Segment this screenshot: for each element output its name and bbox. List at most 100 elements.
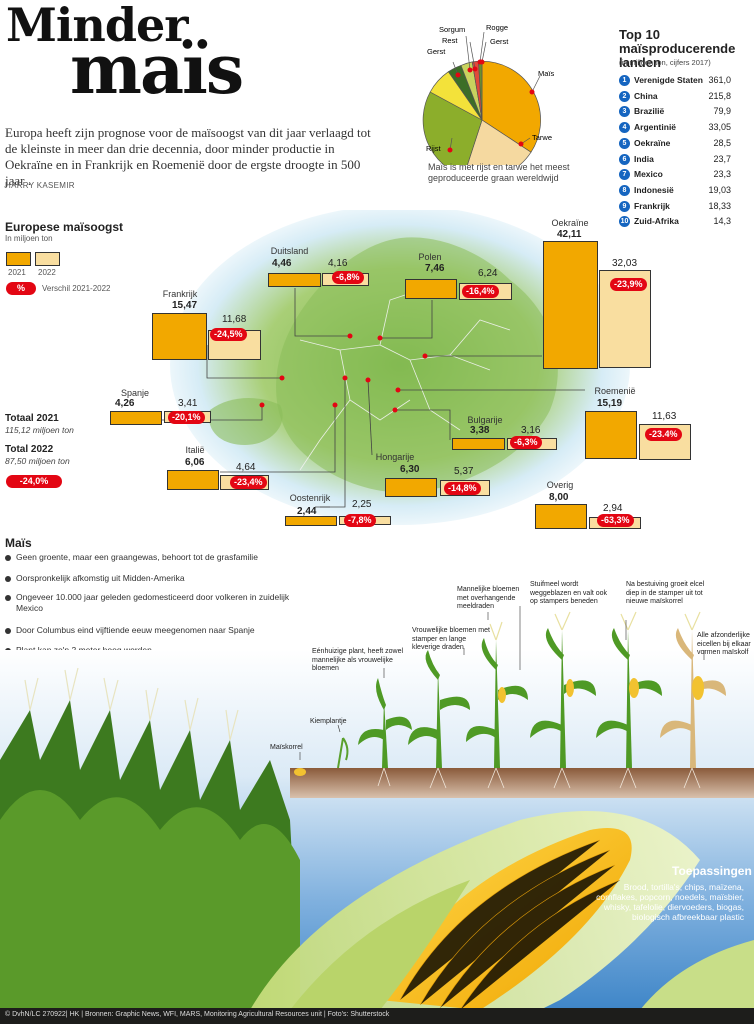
value-2022: 2,25 — [352, 499, 372, 510]
value-2021: 7,46 — [425, 263, 445, 274]
value-2022: 3,41 — [178, 398, 198, 409]
pie-slice-rijst — [422, 91, 483, 165]
bullet-icon — [5, 594, 11, 601]
growth-stage-illustration — [0, 606, 754, 1010]
legend-2021-label: 2021 — [8, 268, 26, 277]
mais-title: Maïs — [5, 536, 32, 550]
pct-change-badge: -6,8% — [332, 271, 364, 284]
title-line1: Minder — [6, 0, 189, 52]
value-2021: 4,46 — [272, 258, 292, 269]
bar-2021 — [167, 470, 219, 490]
bar-2021 — [285, 516, 337, 526]
value-2022: 3,16 — [521, 425, 541, 436]
fact-text: Door Columbus eind vijftiende eeuw meege… — [16, 625, 255, 635]
country-name: Roemenië — [594, 386, 636, 396]
country-name: Oekraïne — [551, 218, 589, 228]
author: HARRY KASEMIR — [5, 181, 75, 190]
footer-bar — [0, 1008, 754, 1024]
value-2022: 4,64 — [236, 462, 256, 473]
value-2022: 5,37 — [454, 466, 474, 477]
value-2022: 6,24 — [478, 268, 498, 279]
country-name: Zuid-Afrika — [634, 216, 679, 227]
value-2021: 6,30 — [400, 464, 420, 475]
mais-fact: Ongeveer 10.000 jaar geleden gedomestice… — [5, 592, 305, 614]
total-2021-value: 115,12 miljoen ton — [5, 425, 74, 435]
intro-text: Europa heeft zijn prognose voor de maïso… — [5, 125, 371, 188]
top10-row: 4 Argentinië 33,05 — [619, 121, 731, 136]
production-value: 33,05 — [708, 122, 731, 133]
bar-2021 — [543, 241, 598, 369]
pie-label-rijst: Rijst — [426, 144, 441, 153]
country-name: Oekraïne — [634, 137, 671, 148]
country-name: Brazilië — [634, 106, 665, 117]
bar-2021 — [152, 313, 207, 360]
country-name: Argentinië — [634, 122, 677, 133]
country-name: Spanje — [120, 388, 150, 398]
fact-text: Ongeveer 10.000 jaar geleden gedomestice… — [16, 592, 290, 613]
country-name: Oostenrijk — [289, 493, 331, 503]
footer-credits: © DvhN/LC 270922| HK | Bronnen: Graphic … — [5, 1011, 390, 1018]
label-stuifmeel: Stuifmeel wordt weggeblazen en valt ook … — [530, 581, 608, 605]
value-2021: 15,19 — [597, 398, 623, 409]
production-value: 79,9 — [713, 106, 731, 117]
country-name: India — [634, 153, 654, 164]
pie-label-gerst2: Gerst — [490, 37, 509, 46]
pct-change-badge: -16,4% — [462, 285, 499, 298]
top10-row: 10 Zuid-Afrika 14,3 — [619, 215, 731, 230]
rank-badge: 1 — [619, 75, 630, 86]
country-name: Duitsland — [270, 246, 309, 256]
top10-row: 2 China 215,8 — [619, 90, 731, 105]
label-kiemplantje: Kiemplantje — [310, 718, 347, 725]
pie-slice-tarwe — [467, 119, 532, 165]
bar-2021 — [110, 411, 162, 425]
bar-2021 — [535, 504, 587, 529]
production-value: 18,33 — [708, 200, 731, 211]
mais-fact: Geen groente, maar een graangewas, behoo… — [5, 552, 305, 563]
label-mannelijk: Mannelijke bloemen met overhangende meel… — [457, 586, 520, 610]
value-2022: 11,63 — [652, 411, 677, 422]
total-2022-value: 87,50 miljoen ton — [5, 456, 70, 466]
bar-2021 — [385, 478, 437, 497]
country-name: Bulgarije — [467, 415, 503, 425]
label-eenhuizig: Eénhuizige plant, heeft zowel mannelijke… — [312, 648, 404, 672]
top10-row: 1 Verenigde Staten 361,0 — [619, 74, 731, 89]
pct-change-badge: -63,3% — [597, 514, 634, 527]
rank-badge: 5 — [619, 137, 630, 149]
country-name: Frankrijk — [634, 200, 670, 211]
country-name: China — [634, 90, 658, 101]
country-name: Indonesië — [634, 184, 674, 195]
mais-fact: Oorspronkelijk afkomstig uit Midden-Amer… — [5, 573, 305, 584]
pct-change-badge: -14,8% — [444, 482, 481, 495]
pct-change-badge: -20,1% — [168, 411, 205, 424]
top10-row: 9 Frankrijk 18,33 — [619, 200, 731, 215]
production-value: 361,0 — [708, 75, 731, 85]
value-2022: 2,94 — [603, 503, 623, 514]
fact-text: Geen groente, maar een graangewas, behoo… — [16, 552, 258, 562]
legend-2022-label: 2022 — [38, 268, 56, 277]
value-2021: 15,47 — [172, 300, 198, 311]
production-value: 215,8 — [708, 90, 731, 101]
value-2021: 6,06 — [185, 457, 205, 468]
bar-2021 — [452, 438, 505, 450]
value-2021: 3,38 — [470, 425, 490, 436]
label-afzonderlijke: Alle afzonderlijke eicellen bij elkaar v… — [697, 632, 751, 656]
pie-label-gerst: Gerst — [427, 47, 446, 56]
country-name: Frankrijk — [162, 289, 198, 299]
country-name: Polen — [418, 252, 442, 262]
rank-badge: 9 — [619, 200, 630, 212]
legend-2022-swatch — [35, 252, 60, 266]
bar-2021 — [585, 411, 637, 459]
total-2022-label: Total 2022 — [5, 444, 54, 455]
production-value: 19,03 — [708, 184, 731, 195]
pct-change-badge: -7,8% — [344, 514, 376, 527]
value-2021: 2,44 — [297, 506, 317, 517]
pct-change-badge: -24,5% — [210, 328, 247, 341]
production-value: 28,5 — [713, 137, 731, 148]
country-name: Italië — [185, 445, 205, 455]
country-name: Mexico — [634, 169, 663, 180]
pie-label-rest: Rest — [442, 36, 458, 45]
country-name: Verenigde Staten — [634, 75, 703, 85]
total-pct-badge: -24,0% — [6, 475, 62, 488]
title-line2: maïs — [70, 30, 244, 110]
